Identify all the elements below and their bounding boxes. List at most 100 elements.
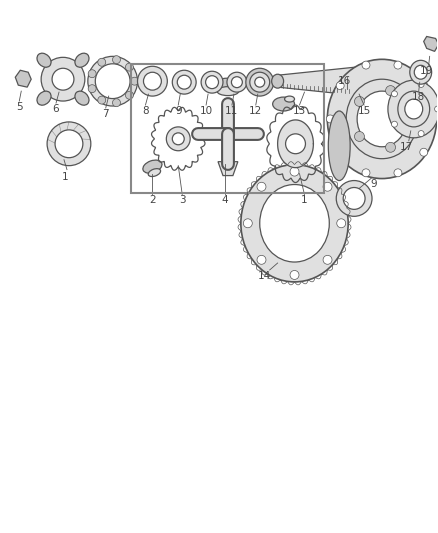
Circle shape bbox=[323, 182, 332, 191]
Ellipse shape bbox=[205, 76, 219, 88]
Ellipse shape bbox=[125, 63, 134, 71]
Circle shape bbox=[405, 114, 415, 124]
Ellipse shape bbox=[75, 91, 89, 105]
Ellipse shape bbox=[410, 60, 431, 84]
Ellipse shape bbox=[143, 160, 162, 173]
Text: 10: 10 bbox=[200, 106, 212, 116]
Circle shape bbox=[336, 181, 372, 216]
Ellipse shape bbox=[37, 91, 51, 105]
Text: 8: 8 bbox=[142, 106, 149, 116]
Circle shape bbox=[354, 132, 364, 141]
Circle shape bbox=[362, 169, 370, 177]
Circle shape bbox=[290, 270, 299, 279]
Ellipse shape bbox=[144, 72, 161, 90]
Ellipse shape bbox=[250, 72, 270, 92]
Ellipse shape bbox=[405, 99, 423, 119]
Circle shape bbox=[220, 126, 236, 142]
Ellipse shape bbox=[414, 65, 427, 79]
Circle shape bbox=[224, 130, 232, 138]
Circle shape bbox=[336, 148, 344, 156]
Text: 3: 3 bbox=[179, 196, 186, 205]
Text: 5: 5 bbox=[16, 102, 23, 112]
Ellipse shape bbox=[398, 91, 430, 127]
Circle shape bbox=[362, 61, 370, 69]
Ellipse shape bbox=[177, 75, 191, 89]
Text: 12: 12 bbox=[249, 106, 262, 116]
Bar bbox=[131, 64, 324, 193]
Circle shape bbox=[290, 167, 299, 176]
Ellipse shape bbox=[37, 53, 51, 67]
Circle shape bbox=[172, 133, 184, 145]
Text: 16: 16 bbox=[338, 76, 351, 86]
Ellipse shape bbox=[52, 68, 74, 90]
Circle shape bbox=[434, 106, 438, 112]
Ellipse shape bbox=[88, 56, 138, 106]
Ellipse shape bbox=[388, 80, 438, 138]
Circle shape bbox=[418, 82, 424, 87]
Circle shape bbox=[326, 115, 334, 123]
Circle shape bbox=[394, 61, 402, 69]
Ellipse shape bbox=[113, 55, 120, 63]
Polygon shape bbox=[218, 161, 238, 175]
Ellipse shape bbox=[148, 168, 161, 176]
Text: 6: 6 bbox=[53, 104, 60, 114]
Ellipse shape bbox=[75, 53, 89, 67]
Circle shape bbox=[257, 182, 266, 191]
Text: 7: 7 bbox=[102, 109, 109, 119]
Text: 17: 17 bbox=[400, 142, 413, 152]
Text: 14: 14 bbox=[258, 271, 271, 281]
Text: 11: 11 bbox=[225, 106, 239, 116]
Ellipse shape bbox=[285, 96, 294, 102]
Text: 9: 9 bbox=[371, 179, 377, 189]
Ellipse shape bbox=[327, 59, 437, 179]
Ellipse shape bbox=[217, 87, 239, 95]
Text: 15: 15 bbox=[357, 106, 371, 116]
Ellipse shape bbox=[88, 85, 96, 93]
Ellipse shape bbox=[131, 77, 138, 85]
Ellipse shape bbox=[113, 99, 120, 107]
Ellipse shape bbox=[125, 91, 134, 99]
Text: 13: 13 bbox=[293, 106, 306, 116]
Text: 2: 2 bbox=[149, 196, 156, 205]
Circle shape bbox=[420, 82, 428, 90]
Ellipse shape bbox=[273, 97, 294, 111]
Circle shape bbox=[394, 169, 402, 177]
Circle shape bbox=[257, 255, 266, 264]
Ellipse shape bbox=[172, 70, 196, 94]
Ellipse shape bbox=[241, 165, 348, 282]
Circle shape bbox=[166, 127, 190, 151]
Text: 4: 4 bbox=[222, 196, 228, 205]
Circle shape bbox=[385, 86, 396, 95]
Ellipse shape bbox=[201, 71, 223, 93]
Circle shape bbox=[337, 219, 346, 228]
Circle shape bbox=[420, 148, 428, 156]
Circle shape bbox=[244, 219, 252, 228]
Circle shape bbox=[418, 131, 424, 136]
Ellipse shape bbox=[138, 66, 167, 96]
Ellipse shape bbox=[231, 77, 242, 87]
Text: 19: 19 bbox=[420, 66, 433, 76]
Ellipse shape bbox=[357, 91, 407, 147]
Circle shape bbox=[385, 142, 396, 152]
Ellipse shape bbox=[98, 58, 106, 66]
Ellipse shape bbox=[260, 184, 329, 262]
Ellipse shape bbox=[88, 70, 96, 78]
Ellipse shape bbox=[41, 58, 85, 101]
Ellipse shape bbox=[95, 64, 130, 99]
Circle shape bbox=[323, 255, 332, 264]
Ellipse shape bbox=[346, 79, 418, 159]
Circle shape bbox=[392, 91, 397, 97]
Circle shape bbox=[430, 115, 438, 123]
Circle shape bbox=[354, 96, 364, 107]
Ellipse shape bbox=[255, 77, 265, 87]
Ellipse shape bbox=[246, 68, 274, 96]
Text: 1: 1 bbox=[301, 196, 308, 205]
Circle shape bbox=[336, 82, 344, 90]
Polygon shape bbox=[424, 36, 438, 51]
Circle shape bbox=[343, 188, 365, 209]
Circle shape bbox=[286, 134, 305, 154]
Ellipse shape bbox=[227, 72, 247, 92]
Polygon shape bbox=[15, 70, 31, 87]
Text: 18: 18 bbox=[412, 92, 425, 102]
Ellipse shape bbox=[272, 74, 283, 88]
